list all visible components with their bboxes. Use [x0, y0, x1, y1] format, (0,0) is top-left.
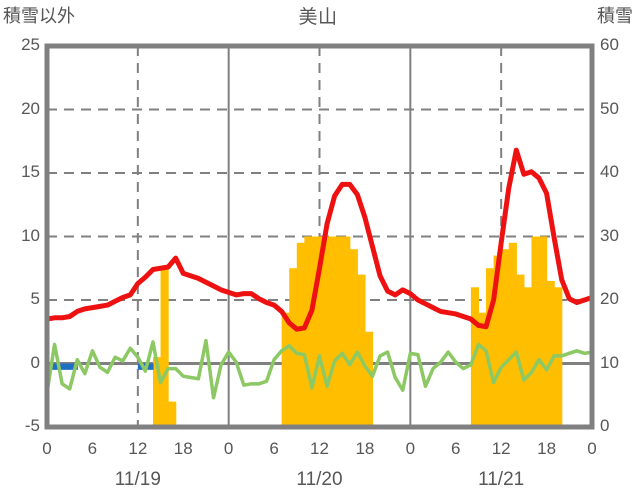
snow-depth-bar	[281, 312, 290, 427]
right-axis-title: 積雪	[597, 6, 633, 26]
x-axis-tick-label: 18	[355, 439, 375, 458]
left-axis-title: 積雪以外	[3, 6, 75, 26]
right-axis-tick-label: 0	[600, 416, 610, 435]
snow-depth-bar	[508, 242, 517, 427]
plot-border	[44, 43, 595, 430]
right-axis-tick-label: 30	[600, 225, 619, 245]
snow-depth-bar	[516, 274, 525, 427]
snow-depth-bar	[539, 236, 548, 427]
chart-title: 美山	[298, 7, 338, 28]
snow-depth-bar	[546, 280, 555, 427]
left-axis-tick-label: 20	[21, 98, 40, 118]
x-axis-tick-label: 6	[451, 439, 461, 458]
left-axis-tick-label: 15	[21, 162, 40, 181]
right-axis-tick-label: 40	[600, 162, 619, 181]
snow-depth-bar	[152, 357, 162, 427]
x-axis-tick-label: 0	[587, 439, 597, 458]
negative-bar	[145, 363, 154, 370]
snow-depth-bar	[319, 236, 328, 427]
right-axis-tick-label: 20	[600, 289, 619, 308]
x-axis-tick-label: 0	[223, 439, 234, 458]
snow-depth-bars	[152, 236, 563, 427]
wind-line	[45, 338, 594, 400]
snow-depth-bar	[160, 268, 169, 427]
snow-depth-bar	[486, 268, 495, 427]
snow-depth-bar	[493, 255, 502, 427]
snow-depth-bar	[364, 331, 374, 427]
x-axis-tick-label: 12	[491, 439, 511, 458]
temperature-line	[44, 147, 595, 332]
right-axis-tick-label: 10	[600, 352, 619, 372]
series-line-気温	[44, 147, 595, 332]
plot-frame	[44, 43, 595, 430]
x-axis-tick-label: 12	[128, 439, 148, 458]
snow-depth-bar	[311, 236, 321, 427]
right-axis-tick-label: 50	[600, 98, 619, 118]
left-axis-tick-label: 25	[21, 35, 40, 54]
snow-depth-bar	[304, 236, 313, 427]
snow-depth-bar	[334, 236, 343, 427]
left-axis-tick-label: -5	[24, 416, 40, 435]
snow-depth-bar	[342, 236, 351, 427]
day-label: 11/19	[114, 469, 161, 490]
x-axis-tick-label: 12	[310, 439, 329, 458]
left-axis-tick-label: 0	[30, 352, 40, 372]
day-label: 11/20	[296, 469, 343, 490]
x-axis-tick-label: 0	[405, 439, 416, 458]
snow-depth-bar	[296, 242, 305, 427]
x-axis-tick-label: 18	[173, 439, 193, 458]
snow-depth-bar	[523, 287, 533, 427]
snow-depth-bar	[349, 249, 358, 427]
snow-depth-bar	[478, 312, 487, 427]
left-axis-tick-label: 10	[21, 225, 40, 245]
snow-depth-bar	[357, 274, 366, 427]
snow-depth-bar	[327, 236, 336, 427]
snow-depth-bar	[168, 401, 177, 427]
snow-depth-bar	[501, 249, 510, 427]
negative-bar	[62, 363, 71, 370]
series-line-風速	[45, 338, 594, 400]
left-axis-tick-label: 5	[30, 289, 40, 308]
snow-depth-bar	[531, 236, 540, 427]
right-axis-tick-label: 60	[600, 35, 619, 54]
x-axis-tick-label: 18	[537, 439, 557, 458]
x-axis-tick-label: 0	[42, 439, 52, 458]
x-axis-tick-label: 6	[87, 439, 98, 458]
day-label: 11/21	[478, 469, 525, 490]
x-axis-tick-label: 6	[269, 439, 279, 458]
